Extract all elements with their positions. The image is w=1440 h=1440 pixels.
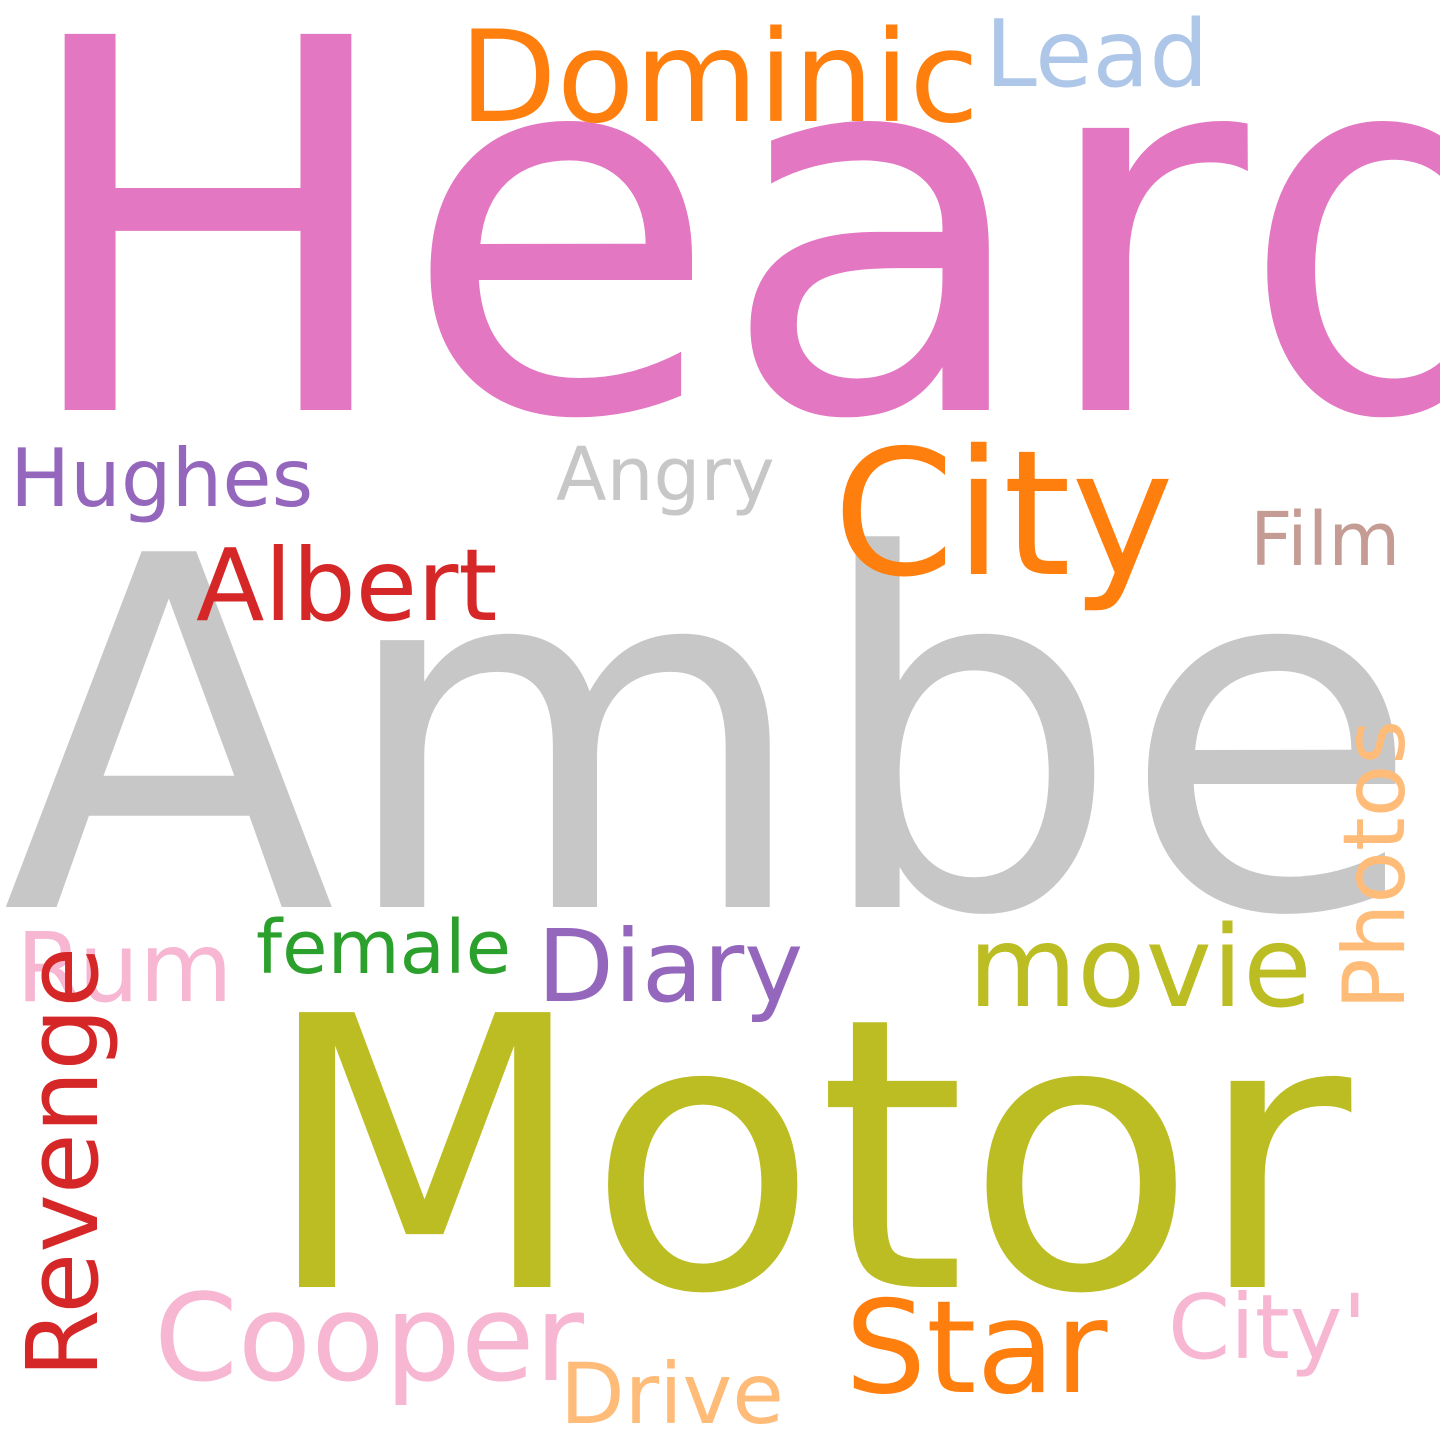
word-rum: Rum (16, 912, 233, 1024)
word-photos: Photos (1325, 719, 1425, 1010)
word-female: female (256, 905, 512, 991)
word-amber: Amber (2, 455, 1440, 1023)
word-angry: Angry (556, 432, 775, 518)
word-motor: Motor (262, 937, 1352, 1376)
word-diary: Diary (537, 908, 804, 1025)
word-movie: movie (968, 903, 1312, 1033)
word-drive: Drive (560, 1345, 784, 1440)
word-hughes: Hughes (10, 432, 314, 525)
word-heard: Heard (14, 0, 1440, 532)
word-albert: Albert (196, 527, 498, 644)
word-revenge: Revenge (6, 946, 121, 1378)
word-film: Film (1250, 497, 1401, 583)
word-city: City (833, 413, 1175, 616)
word-city-quote: City' (1168, 1275, 1367, 1379)
word-lead: Lead (985, 0, 1209, 108)
word-star: Star (845, 1274, 1108, 1423)
word-dominic: Dominic (459, 3, 980, 151)
word-cooper: Cooper (154, 1270, 584, 1409)
